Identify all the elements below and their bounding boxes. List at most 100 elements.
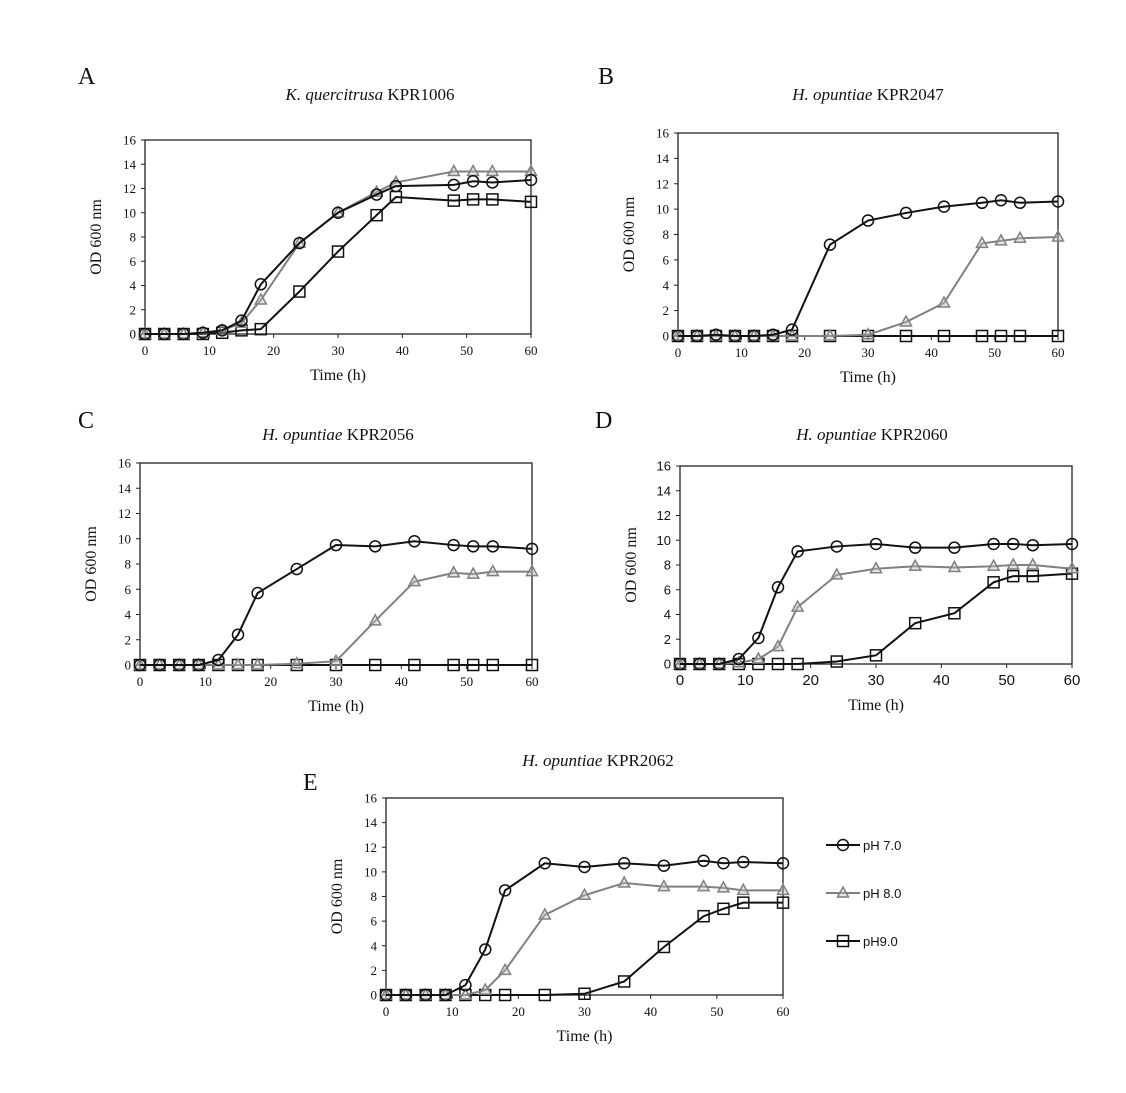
- y-tick-label: 0: [664, 657, 671, 672]
- data-point-ph8: [485, 163, 500, 177]
- y-tick-label: 10: [656, 202, 669, 217]
- y-tick-label: 8: [663, 227, 670, 242]
- panel-E: E H. opuntiae KPR2062 0 2 4 6 8 10 12 14 16 0 10 20 30…: [303, 751, 790, 1045]
- panel-letter: A: [78, 64, 96, 90]
- series-line-ph9: [386, 901, 783, 996]
- series-line-ph7: [386, 859, 784, 996]
- data-point-ph8: [908, 558, 922, 571]
- data-point-ph9: [1006, 569, 1020, 583]
- data-point-ph9: [578, 987, 591, 1001]
- y-tick-label: 8: [130, 230, 137, 245]
- series-ph7: [133, 535, 539, 672]
- data-point-ph7: [408, 535, 421, 548]
- data-point-ph7: [153, 658, 166, 672]
- data-point-ph9: [697, 909, 710, 923]
- panel-title: H. opuntiae KPR2047: [791, 85, 944, 104]
- y-axis-label: OD 600 nm: [621, 196, 638, 272]
- y-tick-label: 16: [118, 456, 132, 471]
- data-point-ph8: [994, 233, 1008, 246]
- data-point-ph7: [1013, 196, 1027, 210]
- data-point-ph7: [830, 540, 844, 553]
- x-tick-label: 10: [446, 1004, 459, 1019]
- legend: pH 7.0 pH 8.0 pH9.0: [826, 838, 901, 949]
- x-tick-label: 30: [578, 1004, 591, 1019]
- data-point-ph9: [538, 988, 552, 1002]
- y-tick-label: 2: [664, 632, 671, 647]
- data-point-ph7: [158, 327, 171, 341]
- data-point-ph9: [331, 245, 345, 258]
- x-tick-label: 0: [142, 343, 149, 358]
- series-line-ph7: [680, 542, 1073, 665]
- legend-marker-ph7: [836, 838, 850, 852]
- x-tick-label: 40: [396, 343, 409, 358]
- data-point-ph7: [732, 652, 746, 666]
- data-point-ph8: [329, 653, 343, 666]
- data-point-ph8: [254, 292, 268, 305]
- data-point-ph7: [1026, 538, 1040, 552]
- data-point-ph7: [690, 329, 704, 343]
- y-tick-label: 8: [125, 557, 132, 572]
- y-tick-label: 6: [371, 914, 378, 929]
- y-tick-label: 6: [125, 582, 132, 597]
- plot-frame: [139, 462, 533, 666]
- data-point-ph7: [419, 988, 432, 1002]
- data-point-ph7: [466, 540, 480, 553]
- data-point-ph7: [459, 978, 472, 992]
- data-point-ph7: [172, 658, 186, 672]
- data-point-ph9: [254, 322, 268, 336]
- data-point-ph7: [987, 537, 1000, 551]
- y-tick-label: 16: [657, 459, 671, 474]
- x-tick-label: 20: [802, 672, 819, 689]
- y-tick-label: 4: [663, 278, 670, 293]
- data-point-ph7: [671, 329, 685, 343]
- data-point-ph9: [657, 940, 671, 954]
- data-point-ph7: [235, 314, 248, 327]
- y-tick-label: 4: [130, 278, 137, 293]
- data-point-ph9: [447, 658, 460, 672]
- data-point-ph8: [538, 907, 552, 920]
- y-axis-label: OD 600 nm: [88, 199, 105, 275]
- y-axis-label: OD 600 nm: [83, 526, 100, 602]
- data-point-ph7: [693, 657, 706, 671]
- series-line-ph7: [140, 540, 533, 666]
- data-point-ph8: [458, 987, 473, 1000]
- data-point-ph9: [771, 657, 785, 671]
- data-point-ph8: [657, 879, 671, 892]
- data-point-ph7: [869, 537, 883, 551]
- data-point-ph7: [791, 545, 804, 558]
- data-point-ph7: [1065, 537, 1079, 551]
- title-species: H. opuntiae: [795, 425, 877, 444]
- x-tick-label: 10: [737, 672, 754, 689]
- panel-B: B H. opuntiae KPR2047 0 2 4 6 8 10 12 14 16 0 10 20 30…: [598, 64, 1065, 386]
- data-point-ph7: [293, 236, 306, 250]
- panel-title: K. quercitrusa KPR1006: [285, 85, 455, 104]
- panel-D: D H. opuntiae KPR2060 0 2 4 6 8 10 12 14 16 0 10 20 30…: [595, 408, 1080, 714]
- x-tick-label: 40: [925, 345, 938, 360]
- y-tick-label: 10: [364, 864, 377, 879]
- legend-marker-ph8: [836, 885, 850, 898]
- data-point-ph8: [947, 559, 962, 573]
- data-point-ph8: [466, 566, 480, 579]
- x-tick-label: 20: [264, 674, 277, 689]
- data-point-ph7: [785, 323, 799, 336]
- data-point-ph7: [994, 193, 1008, 207]
- data-point-ph7: [215, 324, 229, 337]
- y-tick-label: 16: [123, 133, 137, 148]
- x-axis-label: Time (h): [308, 698, 364, 715]
- data-point-ph8: [1065, 561, 1079, 574]
- data-point-ph9: [617, 975, 631, 988]
- x-tick-label: 0: [676, 672, 684, 689]
- legend-label: pH9.0: [863, 934, 898, 949]
- panel-title: H. opuntiae KPR2060: [795, 425, 948, 444]
- data-point-ph7: [290, 562, 304, 576]
- data-point-ph8: [407, 574, 422, 587]
- data-point-ph9: [486, 193, 499, 206]
- data-point-ph7: [196, 326, 210, 340]
- y-axis-label: OD 600 nm: [329, 858, 346, 934]
- data-point-ph8: [524, 163, 538, 177]
- data-point-ph8: [830, 567, 844, 580]
- data-point-ph9: [1026, 569, 1040, 583]
- panel-A: A K. quercitrusa KPR1006 0 2 4 6 8 10 12 14 16 0 10 2…: [78, 64, 538, 384]
- data-point-ph9: [937, 329, 951, 343]
- y-tick-label: 12: [656, 176, 669, 191]
